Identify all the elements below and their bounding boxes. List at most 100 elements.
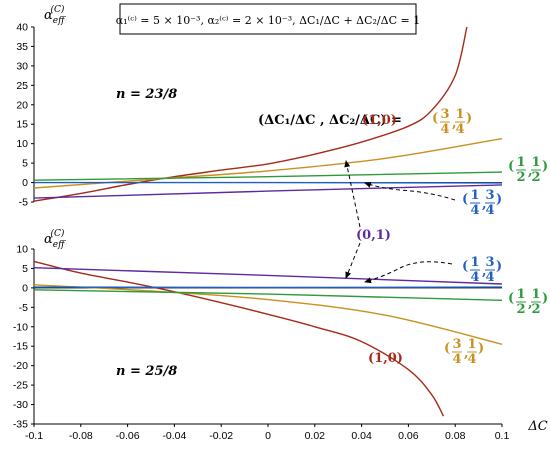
- paren-open: (: [444, 341, 450, 356]
- svg-text:2: 2: [516, 170, 525, 185]
- y-axis-label-top: αeff(C): [44, 4, 66, 26]
- y-tick-label: 40: [16, 22, 28, 34]
- svg-text:3: 3: [440, 107, 449, 122]
- y-tick-label: -35: [13, 419, 28, 431]
- y-tick-label: -15: [13, 341, 28, 353]
- paren-close: ): [542, 159, 548, 174]
- svg-text:1: 1: [470, 255, 479, 270]
- svg-text:4: 4: [440, 122, 449, 137]
- paren-close: ): [478, 341, 484, 356]
- y-tick-label: -5: [19, 197, 28, 209]
- svg-text:3: 3: [452, 337, 461, 352]
- title-box: [119, 3, 417, 35]
- x-tick-label: -0.08: [69, 430, 93, 442]
- svg-text:2: 2: [531, 302, 540, 317]
- ratio-legend-label: (ΔC₁/ΔC , ΔC₂/ΔC) =: [258, 113, 402, 128]
- series-line-c1212-bottom: [33, 289, 503, 301]
- n-label-bottom: n = 25/8: [116, 364, 177, 379]
- paren-close: ): [542, 291, 548, 306]
- paren-open: (: [508, 159, 514, 174]
- series-line-c10-top: [33, 26, 468, 202]
- x-tick-label: 0.04: [351, 430, 372, 442]
- y-tick-label: 20: [16, 99, 28, 111]
- series-line-c10-bottom: [33, 260, 445, 417]
- series-label-01: (0,1): [356, 228, 391, 243]
- series-line-c01-bottom: [33, 267, 503, 285]
- y-tick-label: 30: [16, 60, 28, 72]
- svg-text:1: 1: [467, 337, 476, 352]
- x-tick-label: 0: [265, 430, 271, 442]
- svg-text:4: 4: [470, 270, 479, 285]
- y-tick-label: 35: [16, 41, 28, 53]
- svg-text:1: 1: [516, 287, 525, 302]
- x-tick-label: -0.02: [209, 430, 233, 442]
- x-axis-label: ΔC: [527, 419, 547, 434]
- comma: ,: [464, 346, 469, 361]
- arrow-01-bottom: [345, 242, 361, 279]
- y-tick-label: 10: [16, 244, 28, 256]
- y-tick-label: -5: [19, 302, 28, 314]
- series-label-1212-top: ( 1 2 , 1 2 ): [508, 155, 548, 185]
- svg-text:2: 2: [531, 170, 540, 185]
- svg-text:4: 4: [470, 203, 479, 218]
- y-tick-label: 0: [22, 282, 28, 294]
- paren-open: (: [462, 192, 468, 207]
- x-tick-label: -0.1: [25, 430, 43, 442]
- comma: ,: [528, 164, 533, 179]
- chart-title: α₁⁽ᶜ⁾ = 5 × 10⁻³, α₂⁽ᶜ⁾ = 2 × 10⁻³, ΔC₁/…: [116, 14, 420, 27]
- svg-text:4: 4: [455, 122, 464, 137]
- x-tick-label: 0.02: [305, 430, 326, 442]
- arrow-1434-bottom: [364, 261, 453, 284]
- series-label-1434-top: ( 1 4 , 3 4 ): [462, 188, 502, 218]
- comma: ,: [482, 264, 487, 279]
- series-label-3414-bottom: ( 3 4 , 1 4 ): [444, 337, 484, 367]
- comma: ,: [452, 116, 457, 131]
- y-tick-label: 10: [16, 138, 28, 150]
- paren-close: ): [466, 111, 472, 126]
- comma: ,: [528, 296, 533, 311]
- n-label-top: n = 23/8: [116, 87, 177, 102]
- bottom-panel: 10 5 0 -5 -10 -15 -20 -25 -30 -35 αeff(C): [13, 228, 503, 431]
- y-axis-label-bottom: αeff(C): [44, 228, 66, 250]
- series-label-10-top: (1,0): [362, 113, 397, 128]
- series-line-c3414-bottom: [33, 284, 503, 345]
- top-panel: 40 35 30 25 20 15 10 5 0 -5 αeff(C): [16, 4, 503, 209]
- x-tick-label: 0.06: [398, 430, 419, 442]
- series-line-c1212-top: [33, 171, 503, 181]
- y-tick-label: 25: [16, 80, 28, 92]
- svg-text:3: 3: [485, 255, 494, 270]
- paren-open: (: [508, 291, 514, 306]
- y-tick-label: -20: [13, 360, 28, 372]
- series-label-1212-bottom: ( 1 2 , 1 2 ): [508, 287, 548, 317]
- y-tick-label: 0: [22, 177, 28, 189]
- svg-text:1: 1: [455, 107, 464, 122]
- x-tick-labels: -0.1 -0.08 -0.06 -0.04 -0.02 0 0.02 0.04 0.06 0.0…: [25, 424, 509, 442]
- svg-text:1: 1: [470, 188, 479, 203]
- x-tick-label: 0.1: [495, 430, 510, 442]
- y-tick-label: -25: [13, 380, 28, 392]
- y-tick-label: 15: [16, 119, 28, 131]
- svg-text:1: 1: [516, 155, 525, 170]
- series-label-3414-top: ( 3 4 , 1 4 ): [432, 107, 472, 137]
- arrow-1434-top: [364, 182, 456, 201]
- paren-open: (: [462, 259, 468, 274]
- y-tick-label: 5: [22, 158, 28, 170]
- svg-text:1: 1: [531, 155, 540, 170]
- svg-text:2: 2: [516, 302, 525, 317]
- x-tick-label: -0.06: [116, 430, 140, 442]
- svg-text:1: 1: [531, 287, 540, 302]
- paren-close: ): [496, 259, 502, 274]
- series-label-1434-bottom: ( 1 4 , 3 4 ): [462, 255, 502, 285]
- y-tick-label: 5: [22, 263, 28, 275]
- x-tick-label: 0.08: [445, 430, 466, 442]
- y-tick-label: -30: [13, 399, 28, 411]
- series-label-10-bottom: (1,0): [368, 351, 403, 366]
- svg-text:4: 4: [452, 352, 461, 367]
- svg-text:4: 4: [485, 270, 494, 285]
- svg-text:4: 4: [485, 203, 494, 218]
- arrow-01-top: [344, 160, 361, 228]
- paren-close: ): [496, 192, 502, 207]
- paren-open: (: [432, 111, 438, 126]
- series-line-c01-top: [33, 184, 503, 199]
